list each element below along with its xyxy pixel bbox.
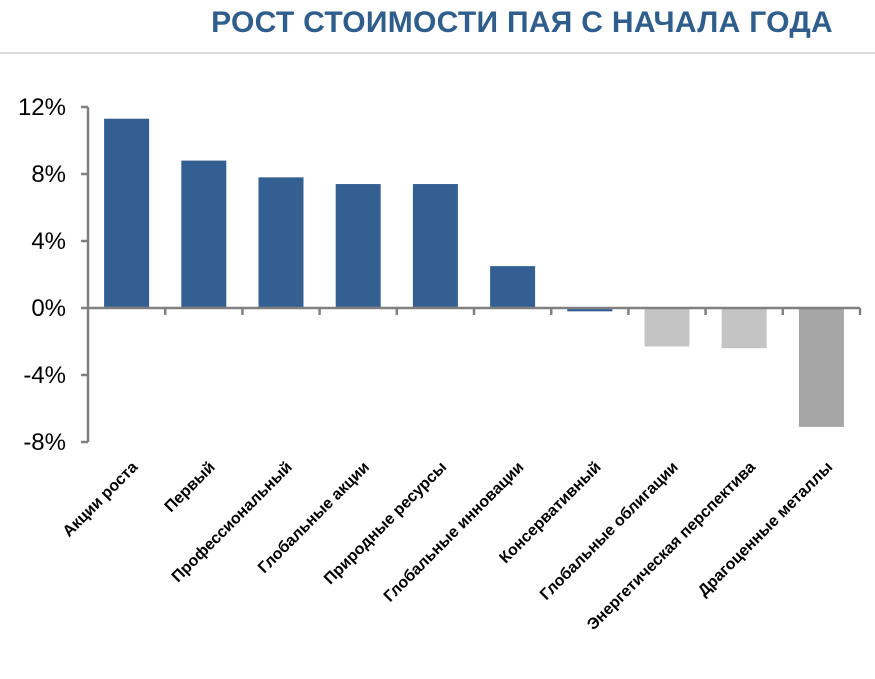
bar	[181, 160, 227, 308]
bar	[258, 177, 304, 308]
category-labels: Акции роста ПервыйПрофессиональныйГлобаль…	[60, 459, 836, 634]
y-tick-label: 8%	[31, 161, 66, 188]
chart-title: РОСТ СТОИМОСТИ ПАЯ С НАЧАЛА ГОДА	[211, 6, 833, 39]
y-tick-label: -8%	[23, 429, 66, 456]
category-label: Энергетическая перспектива	[584, 459, 759, 634]
bar	[335, 184, 381, 308]
y-tick-label: 4%	[31, 228, 66, 255]
bars	[104, 118, 844, 427]
category-label: Драгоценные металлы	[695, 459, 836, 600]
bar	[721, 308, 767, 349]
bar	[567, 308, 613, 312]
x-axis	[88, 306, 862, 315]
y-tick-label: 12%	[18, 94, 66, 121]
y-axis: 12% 8% 4% 0% -4% -8%	[18, 94, 90, 456]
bar	[798, 308, 844, 427]
bar	[104, 118, 150, 308]
category-label: Акции роста	[60, 459, 142, 541]
category-label: Глобальные облигации	[537, 459, 682, 604]
title-divider	[0, 52, 875, 54]
bar	[412, 184, 458, 308]
bar	[644, 308, 690, 347]
y-tick-label: 0%	[31, 295, 66, 322]
y-tick-label: -4%	[23, 362, 66, 389]
bar	[490, 266, 536, 308]
category-label: Первый	[162, 459, 219, 516]
category-label: Глобальные инновации	[381, 459, 528, 606]
